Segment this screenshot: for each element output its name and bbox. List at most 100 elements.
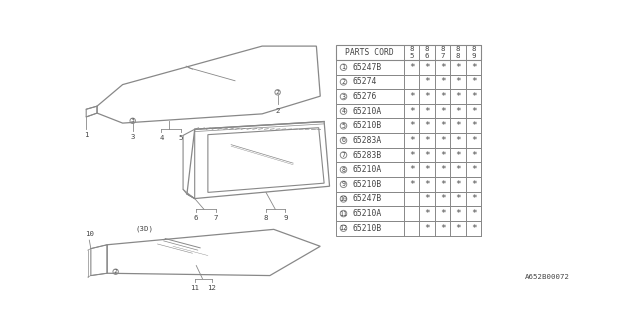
Bar bbox=[336, 75, 481, 89]
Text: PARTS CORD: PARTS CORD bbox=[346, 48, 394, 57]
Bar bbox=[336, 89, 481, 104]
Text: 65247B: 65247B bbox=[353, 63, 382, 72]
Text: 8: 8 bbox=[410, 46, 414, 52]
Text: *: * bbox=[455, 121, 461, 130]
Bar bbox=[336, 221, 481, 236]
Text: *: * bbox=[471, 77, 477, 86]
Text: 10: 10 bbox=[84, 231, 94, 237]
Text: *: * bbox=[440, 165, 445, 174]
Bar bbox=[336, 104, 481, 118]
Text: 65247B: 65247B bbox=[353, 195, 382, 204]
Text: *: * bbox=[424, 77, 430, 86]
Text: *: * bbox=[424, 195, 430, 204]
Text: 6: 6 bbox=[194, 215, 198, 221]
Text: *: * bbox=[455, 150, 461, 160]
Text: *: * bbox=[471, 165, 477, 174]
Text: *: * bbox=[424, 165, 430, 174]
Text: 2: 2 bbox=[275, 108, 280, 114]
Text: 65210A: 65210A bbox=[353, 209, 382, 218]
Text: 8: 8 bbox=[456, 53, 460, 59]
Text: 1: 1 bbox=[342, 64, 346, 70]
Text: *: * bbox=[471, 121, 477, 130]
Bar bbox=[336, 162, 481, 177]
Text: 11: 11 bbox=[339, 211, 348, 217]
Text: 11: 11 bbox=[190, 285, 199, 291]
Text: 6: 6 bbox=[342, 137, 346, 143]
Text: 8: 8 bbox=[264, 215, 268, 221]
Bar bbox=[336, 60, 481, 75]
Bar bbox=[336, 44, 481, 60]
Text: 8: 8 bbox=[456, 46, 460, 52]
Bar bbox=[336, 118, 481, 133]
Text: *: * bbox=[471, 63, 477, 72]
Text: 7: 7 bbox=[440, 53, 445, 59]
Text: *: * bbox=[471, 195, 477, 204]
Text: *: * bbox=[424, 136, 430, 145]
Text: *: * bbox=[455, 77, 461, 86]
Text: 2: 2 bbox=[114, 269, 118, 274]
Text: 5: 5 bbox=[342, 123, 346, 129]
Text: 7: 7 bbox=[213, 215, 218, 221]
Bar bbox=[336, 192, 481, 206]
Text: *: * bbox=[409, 136, 415, 145]
Text: *: * bbox=[424, 63, 430, 72]
Text: 5: 5 bbox=[179, 135, 183, 141]
Text: *: * bbox=[424, 150, 430, 160]
Text: A652B00072: A652B00072 bbox=[525, 274, 570, 280]
Text: 2: 2 bbox=[276, 90, 280, 95]
Text: *: * bbox=[455, 107, 461, 116]
Text: 65283A: 65283A bbox=[353, 136, 382, 145]
Text: *: * bbox=[409, 107, 415, 116]
Text: *: * bbox=[471, 136, 477, 145]
Text: *: * bbox=[455, 63, 461, 72]
Text: (3D): (3D) bbox=[136, 225, 154, 232]
Text: 3: 3 bbox=[131, 118, 134, 123]
Text: *: * bbox=[455, 92, 461, 101]
Text: 7: 7 bbox=[342, 152, 346, 158]
Bar bbox=[336, 206, 481, 221]
Bar bbox=[336, 177, 481, 192]
Text: *: * bbox=[440, 224, 445, 233]
Text: *: * bbox=[440, 136, 445, 145]
Bar bbox=[336, 133, 481, 148]
Text: 65283B: 65283B bbox=[353, 150, 382, 160]
Text: 65274: 65274 bbox=[353, 77, 377, 86]
Text: *: * bbox=[440, 180, 445, 189]
Text: 5: 5 bbox=[410, 53, 414, 59]
Text: 1: 1 bbox=[84, 132, 88, 138]
Text: *: * bbox=[455, 224, 461, 233]
Text: *: * bbox=[440, 63, 445, 72]
Text: 8: 8 bbox=[425, 46, 429, 52]
Text: 6: 6 bbox=[425, 53, 429, 59]
Text: *: * bbox=[409, 165, 415, 174]
Text: *: * bbox=[471, 107, 477, 116]
Bar bbox=[336, 148, 481, 162]
Text: *: * bbox=[440, 107, 445, 116]
Text: 9: 9 bbox=[342, 181, 346, 187]
Text: *: * bbox=[440, 92, 445, 101]
Text: 8: 8 bbox=[342, 167, 346, 173]
Text: *: * bbox=[440, 77, 445, 86]
Text: *: * bbox=[440, 209, 445, 218]
Text: 9: 9 bbox=[283, 215, 287, 221]
Text: 65210B: 65210B bbox=[353, 224, 382, 233]
Text: 3: 3 bbox=[131, 134, 135, 140]
Text: *: * bbox=[409, 180, 415, 189]
Text: *: * bbox=[409, 92, 415, 101]
Text: 9: 9 bbox=[472, 53, 476, 59]
Text: *: * bbox=[409, 121, 415, 130]
Text: *: * bbox=[455, 165, 461, 174]
Text: *: * bbox=[424, 209, 430, 218]
Text: 65210B: 65210B bbox=[353, 180, 382, 189]
Text: *: * bbox=[455, 136, 461, 145]
Text: *: * bbox=[471, 180, 477, 189]
Text: *: * bbox=[471, 224, 477, 233]
Text: *: * bbox=[424, 180, 430, 189]
Text: *: * bbox=[471, 92, 477, 101]
Text: *: * bbox=[424, 107, 430, 116]
Text: 3: 3 bbox=[342, 93, 346, 100]
Text: *: * bbox=[471, 209, 477, 218]
Text: 8: 8 bbox=[472, 46, 476, 52]
Text: *: * bbox=[471, 150, 477, 160]
Text: 4: 4 bbox=[159, 135, 164, 141]
